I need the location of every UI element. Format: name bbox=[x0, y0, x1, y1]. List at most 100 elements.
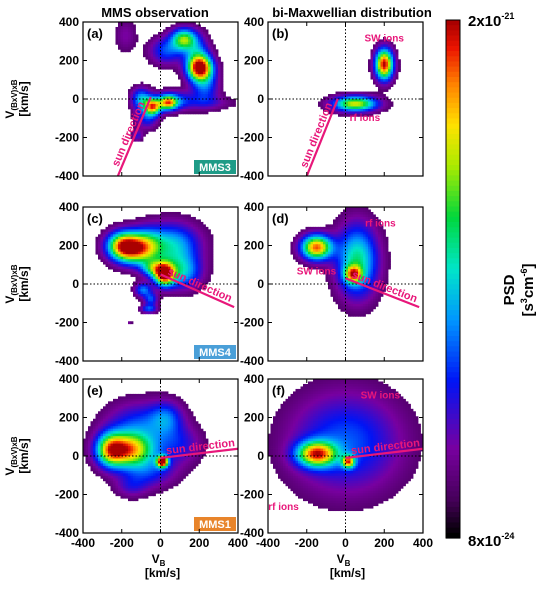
y-tick-label: 0 bbox=[72, 92, 79, 106]
heatmap-cell bbox=[195, 251, 199, 255]
heatmap-cell bbox=[338, 103, 341, 107]
heatmap-cell bbox=[158, 284, 161, 287]
heatmap-cell bbox=[145, 239, 149, 243]
heatmap-cell bbox=[200, 54, 204, 58]
heatmap-cell bbox=[115, 438, 119, 442]
heatmap-cell bbox=[145, 251, 149, 255]
heatmap-cell bbox=[170, 211, 174, 215]
heatmap-cell bbox=[115, 441, 119, 444]
heatmap-cell bbox=[383, 264, 386, 268]
heatmap-cell bbox=[353, 313, 356, 317]
heatmap-cell bbox=[128, 393, 131, 397]
heatmap-cell bbox=[200, 39, 204, 43]
heatmap-cell bbox=[183, 293, 186, 297]
heatmap-cell bbox=[153, 234, 156, 238]
heatmap-cell bbox=[175, 276, 179, 280]
heatmap-cell bbox=[138, 398, 141, 402]
heatmap-cell bbox=[343, 271, 346, 275]
heatmap-cell bbox=[168, 44, 171, 48]
heatmap-cell bbox=[313, 239, 316, 243]
heatmap-cell bbox=[180, 249, 184, 253]
heatmap-cell bbox=[148, 276, 151, 280]
heatmap-cell bbox=[313, 246, 316, 250]
heatmap-cell bbox=[185, 236, 189, 240]
heatmap-cell bbox=[355, 254, 359, 258]
heatmap-cell bbox=[105, 473, 109, 477]
heatmap-cell bbox=[348, 274, 351, 277]
heatmap-cell bbox=[328, 99, 331, 102]
heatmap-cell bbox=[173, 41, 176, 45]
heatmap-cell bbox=[145, 231, 149, 235]
heatmap-cell bbox=[200, 74, 204, 78]
heatmap-cell bbox=[150, 51, 154, 55]
heatmap-cell bbox=[340, 236, 344, 240]
heatmap-cell bbox=[348, 214, 351, 218]
heatmap-cell bbox=[128, 451, 131, 454]
heatmap-cell bbox=[135, 256, 139, 260]
heatmap-cell bbox=[335, 264, 339, 268]
heatmap-cell bbox=[140, 256, 144, 260]
heatmap-cell bbox=[195, 34, 199, 38]
heatmap-cell bbox=[133, 251, 136, 255]
heatmap-cell bbox=[345, 241, 349, 245]
heatmap-cell bbox=[368, 298, 371, 302]
heatmap-cell bbox=[360, 279, 364, 282]
heatmap-cell bbox=[215, 54, 219, 58]
heatmap-cell bbox=[155, 99, 159, 102]
heatmap-cell bbox=[198, 108, 201, 112]
heatmap-cell bbox=[153, 39, 156, 43]
heatmap-cell bbox=[155, 249, 159, 253]
heatmap-cell bbox=[293, 239, 296, 243]
heatmap-cell bbox=[348, 96, 351, 100]
heatmap-cell bbox=[338, 106, 341, 110]
heatmap-cell bbox=[368, 231, 371, 235]
heatmap-cell bbox=[100, 475, 104, 479]
heatmap-cell bbox=[380, 269, 384, 272]
heatmap-cell bbox=[100, 413, 104, 417]
heatmap-cell bbox=[133, 468, 136, 472]
heatmap-cell bbox=[323, 261, 326, 265]
heatmap-cell bbox=[355, 276, 359, 280]
heatmap-cell bbox=[305, 231, 309, 235]
heatmap-cell bbox=[330, 259, 334, 263]
heatmap-cell bbox=[208, 108, 211, 112]
heatmap-cell bbox=[198, 281, 201, 285]
heatmap-cell bbox=[198, 259, 201, 263]
heatmap-cell bbox=[393, 74, 396, 78]
heatmap-cell bbox=[218, 64, 221, 68]
heatmap-cell bbox=[328, 269, 331, 272]
heatmap-cell bbox=[345, 231, 349, 235]
heatmap-cell bbox=[148, 306, 151, 310]
heatmap-cell bbox=[173, 224, 176, 228]
heatmap-cell bbox=[363, 264, 366, 268]
heatmap-cell bbox=[123, 236, 126, 240]
heatmap-cell bbox=[198, 41, 201, 45]
heatmap-cell bbox=[150, 56, 154, 60]
heatmap-cell bbox=[320, 264, 324, 268]
heatmap-cell bbox=[348, 291, 351, 295]
heatmap-cell bbox=[150, 216, 154, 220]
heatmap-cell bbox=[218, 108, 221, 112]
heatmap-cell bbox=[328, 281, 331, 285]
heatmap-cell bbox=[165, 274, 169, 277]
heatmap-cell bbox=[185, 39, 189, 43]
heatmap-cell bbox=[368, 216, 371, 220]
heatmap-cell bbox=[150, 254, 154, 258]
heatmap-cell bbox=[385, 281, 389, 285]
heatmap-cell bbox=[160, 226, 164, 230]
heatmap-cell bbox=[163, 293, 166, 297]
heatmap-cell bbox=[115, 433, 119, 437]
heatmap-cell bbox=[375, 111, 379, 115]
heatmap-cell bbox=[138, 269, 141, 272]
heatmap-cell bbox=[213, 106, 216, 110]
heatmap-cell bbox=[98, 448, 101, 452]
heatmap-cell bbox=[135, 264, 139, 268]
heatmap-cell bbox=[215, 89, 219, 92]
heatmap-cell bbox=[108, 251, 111, 255]
heatmap-cell bbox=[378, 274, 381, 277]
heatmap-cell bbox=[140, 288, 144, 292]
heatmap-cell bbox=[155, 311, 159, 315]
heatmap-cell bbox=[198, 66, 201, 70]
heatmap-cell bbox=[358, 301, 361, 305]
heatmap-cell bbox=[175, 99, 179, 102]
